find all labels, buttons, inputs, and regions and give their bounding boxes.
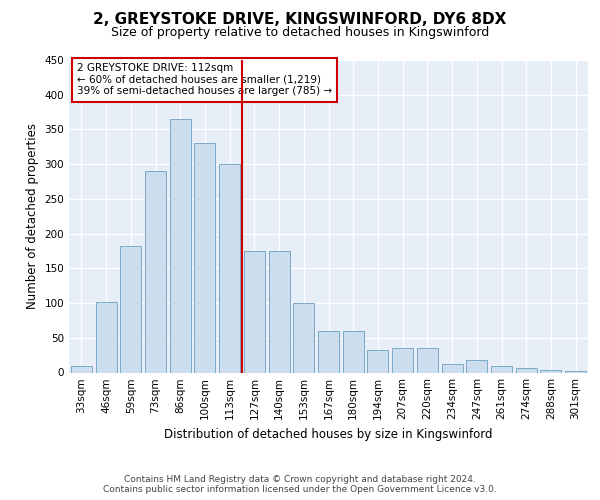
Bar [343,331,364,372]
Text: 2 GREYSTOKE DRIVE: 112sqm
← 60% of detached houses are smaller (1,219)
39% of se: 2 GREYSTOKE DRIVE: 112sqm ← 60% of detac… [77,63,332,96]
Y-axis label: Number of detached properties: Number of detached properties [26,123,39,309]
Bar [541,370,562,372]
Bar [466,360,487,372]
X-axis label: Distribution of detached houses by size in Kingswinford: Distribution of detached houses by size … [164,428,493,441]
Bar [293,303,314,372]
Bar [71,366,92,372]
Bar [170,119,191,372]
Bar [219,164,240,372]
Bar [194,144,215,372]
Bar [95,302,116,372]
Bar [491,366,512,372]
Text: Contains HM Land Registry data © Crown copyright and database right 2024.
Contai: Contains HM Land Registry data © Crown c… [103,474,497,494]
Bar [269,251,290,372]
Bar [442,364,463,372]
Bar [516,368,537,372]
Bar [417,348,438,372]
Text: 2, GREYSTOKE DRIVE, KINGSWINFORD, DY6 8DX: 2, GREYSTOKE DRIVE, KINGSWINFORD, DY6 8D… [94,12,506,28]
Bar [120,246,141,372]
Bar [318,331,339,372]
Bar [244,251,265,372]
Bar [392,348,413,372]
Bar [565,371,586,372]
Bar [367,350,388,372]
Bar [145,171,166,372]
Text: Size of property relative to detached houses in Kingswinford: Size of property relative to detached ho… [111,26,489,39]
